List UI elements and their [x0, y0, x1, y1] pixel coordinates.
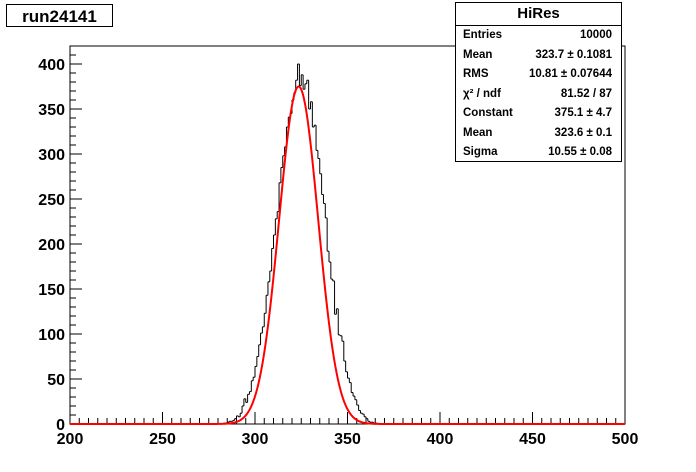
fit-curve: [70, 85, 625, 425]
plot-title: run24141: [22, 7, 97, 26]
x-tick-label: 400: [427, 431, 454, 448]
stats-label: χ² / ndf: [463, 87, 501, 100]
axis-tick-labels: 200 250 300 350 400 450 500 0 50 100 150 200 250 300 3…: [38, 57, 638, 448]
stats-value: 10000: [580, 29, 612, 41]
stats-row: Mean 323.7 ± 0.1081: [456, 46, 621, 66]
x-tick-label: 350: [334, 431, 361, 448]
stats-row: Constant 375.1 ± 4.7: [456, 104, 621, 124]
stats-value: 10.55 ± 0.08: [548, 146, 612, 158]
stats-label: Mean: [463, 48, 493, 61]
stats-value: 323.6 ± 0.1: [554, 126, 612, 139]
stats-value: 323.7 ± 0.1081: [535, 48, 612, 61]
y-tick-label: 100: [38, 327, 65, 344]
stats-row: χ² / ndf 81.52 / 87: [456, 85, 621, 105]
y-tick-label: 200: [38, 237, 65, 254]
x-tick-label: 500: [612, 431, 639, 448]
stats-label: Entries: [463, 29, 502, 41]
stats-label: Constant: [463, 107, 513, 119]
x-tick-label: 250: [149, 431, 176, 448]
y-tick-label: 250: [38, 192, 65, 209]
stats-value: 81.52 / 87: [560, 87, 612, 100]
stats-row: Mean 323.6 ± 0.1: [456, 124, 621, 144]
stats-value: 375.1 ± 4.7: [554, 107, 612, 119]
title-box: run24141: [6, 4, 113, 27]
x-tick-label: 300: [242, 431, 269, 448]
stats-row: Sigma 10.55 ± 0.08: [456, 143, 621, 163]
y-tick-label: 0: [56, 417, 65, 434]
y-tick-label: 350: [38, 102, 65, 119]
stats-row: RMS 10.81 ± 0.07644: [456, 65, 621, 85]
stats-rows: Entries 10000 Mean 323.7 ± 0.1081 RMS 10.81 ±…: [456, 26, 621, 163]
stats-label: Sigma: [463, 146, 498, 158]
y-tick-label: 150: [38, 282, 65, 299]
y-tick-label: 300: [38, 147, 65, 164]
stats-row: Entries 10000: [456, 26, 621, 46]
stats-box: HiRes Entries 10000 Mean 323.7 ± 0.1081 RMS 1…: [455, 2, 622, 162]
stats-label: Mean: [463, 126, 493, 139]
stats-header: HiRes: [456, 3, 621, 26]
stats-value: 10.81 ± 0.07644: [528, 68, 612, 80]
y-tick-label: 400: [38, 57, 65, 74]
gaussian-fit: [70, 85, 625, 425]
y-tick-label: 50: [47, 372, 65, 389]
stats-label: RMS: [463, 68, 489, 80]
x-tick-label: 200: [57, 431, 84, 448]
x-tick-label: 450: [519, 431, 546, 448]
